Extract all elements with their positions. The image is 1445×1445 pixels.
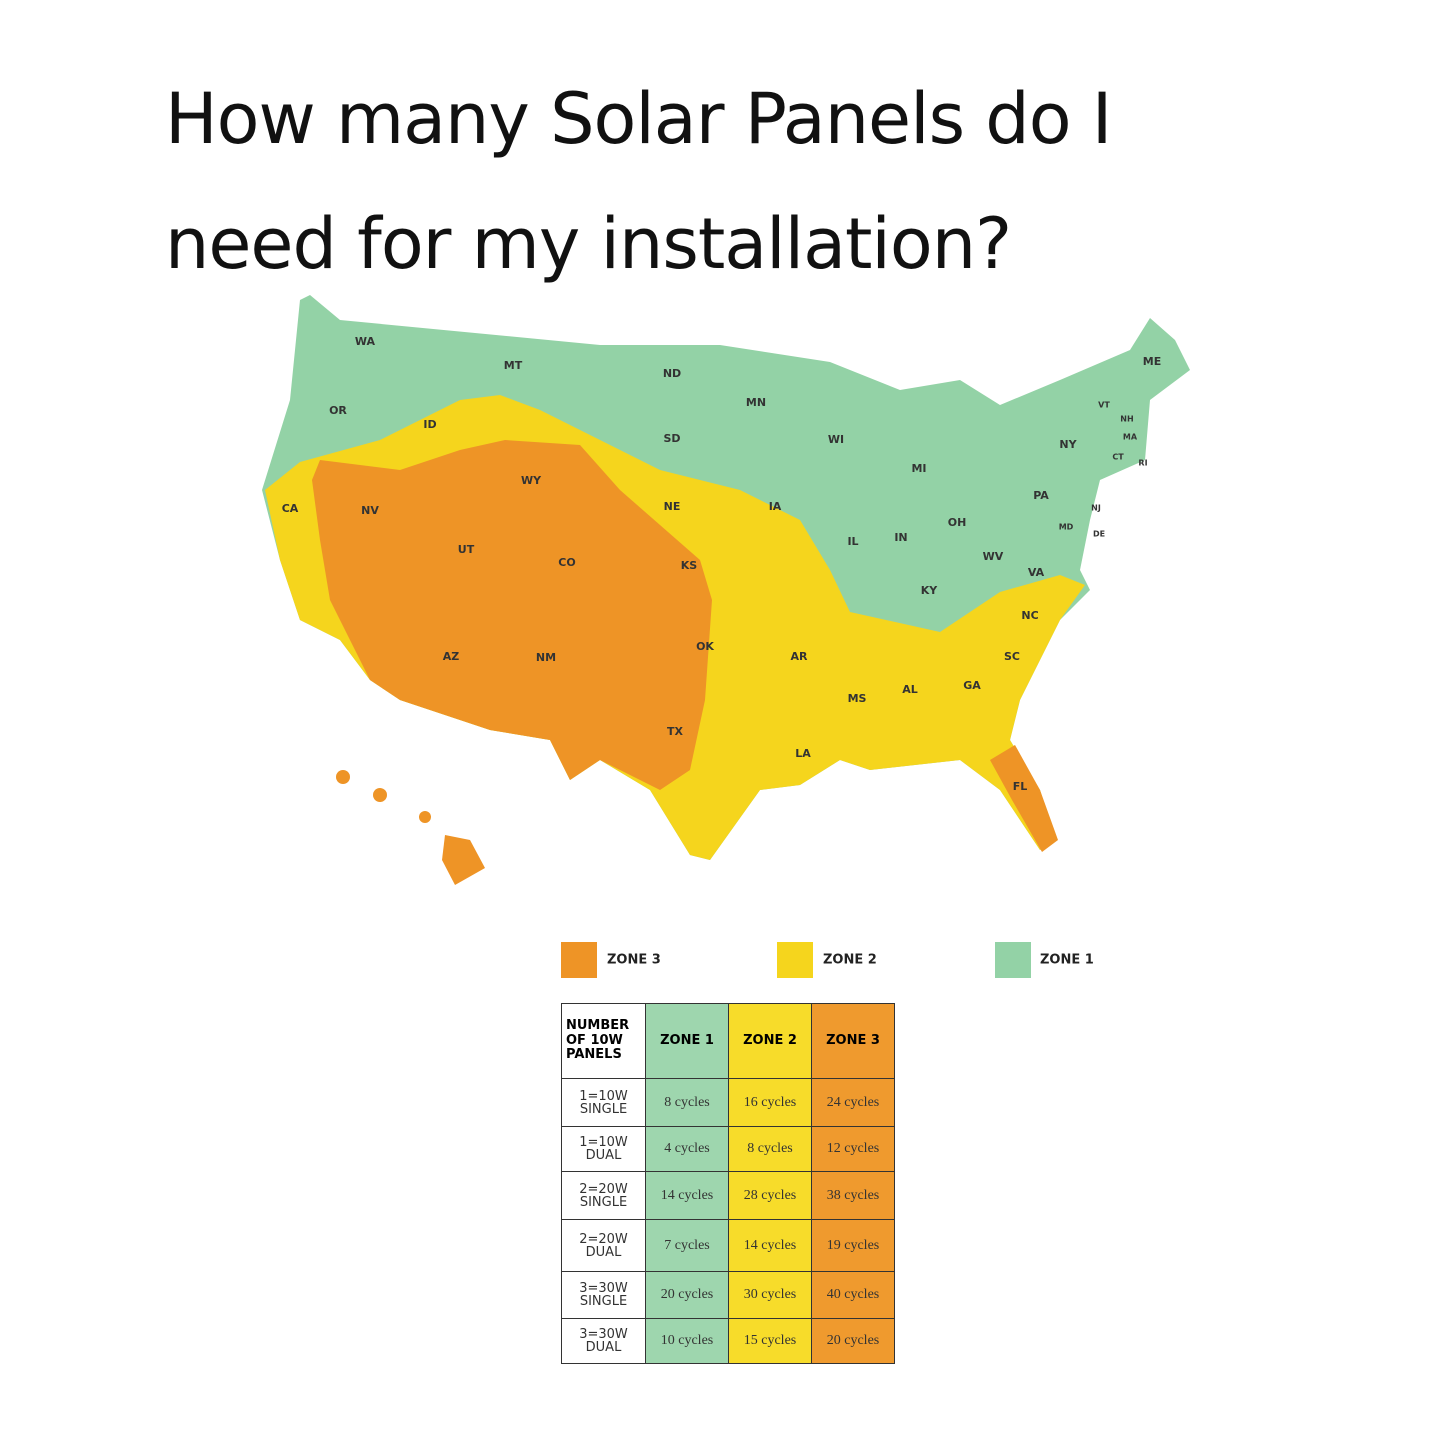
cell: 40 cycles	[811, 1271, 895, 1319]
cell: 16 cycles	[728, 1078, 812, 1127]
state-label: FL	[1013, 780, 1028, 793]
state-label: CT	[1112, 453, 1124, 462]
state-label: NC	[1021, 609, 1038, 622]
cell: 20 cycles	[645, 1271, 729, 1319]
legend-swatch	[777, 942, 813, 978]
cell: 20 cycles	[811, 1318, 895, 1364]
hawaii	[442, 835, 485, 885]
row-label: 3=30W SINGLE	[561, 1271, 646, 1319]
state-label: SC	[1004, 650, 1020, 663]
state-label: VA	[1028, 566, 1045, 579]
cell: 12 cycles	[811, 1126, 895, 1172]
table-row: 2=20W SINGLE 14 cycles 28 cycles 38 cycles	[561, 1171, 895, 1220]
cell: 24 cycles	[811, 1078, 895, 1127]
header-row: NUMBER OF 10W PANELS ZONE 1 ZONE 2 ZONE 3	[561, 1003, 895, 1079]
hawaii	[336, 770, 350, 784]
state-label: MN	[746, 396, 766, 409]
cell: 38 cycles	[811, 1171, 895, 1220]
state-label: ND	[663, 367, 681, 380]
state-label: RI	[1138, 459, 1147, 468]
cell: 14 cycles	[645, 1171, 729, 1220]
cell: 15 cycles	[728, 1318, 812, 1364]
title: need for my installation?	[165, 203, 1012, 285]
hawaii	[419, 811, 431, 823]
state-label: MT	[504, 359, 523, 372]
header-cell: NUMBER OF 10W PANELS	[561, 1003, 646, 1079]
legend-swatch	[561, 942, 597, 978]
header-cell: ZONE 1	[645, 1003, 729, 1079]
state-label: AR	[791, 650, 809, 663]
legend-label: ZONE 2	[823, 953, 877, 968]
state-label: OK	[696, 640, 714, 653]
state-label: MI	[911, 462, 926, 475]
state-label: WY	[521, 474, 542, 487]
state-label: AZ	[443, 650, 460, 663]
state-label: GA	[963, 679, 981, 692]
state-label: KS	[681, 559, 698, 572]
table-row: 1=10W DUAL 4 cycles 8 cycles 12 cycles	[561, 1126, 895, 1172]
state-label: WV	[983, 550, 1004, 563]
legend-label: ZONE 3	[607, 953, 661, 968]
table-row: 3=30W SINGLE 20 cycles 30 cycles 40 cycles	[561, 1271, 895, 1319]
zone-3-area	[312, 440, 712, 790]
panels-table: NUMBER OF 10W PANELS ZONE 1 ZONE 2 ZONE 3 1=…	[561, 1003, 895, 1364]
cell: 8 cycles	[645, 1078, 729, 1127]
state-label: NJ	[1091, 504, 1101, 513]
legend-label: ZONE 1	[1040, 953, 1094, 968]
legend-swatch	[995, 942, 1031, 978]
state-label: VT	[1098, 401, 1110, 410]
state-label: CO	[558, 556, 575, 569]
zone-3-area	[990, 745, 1058, 852]
state-label: WI	[828, 433, 844, 446]
row-label: 2=20W DUAL	[561, 1219, 646, 1272]
state-label: ID	[423, 418, 436, 431]
state-label: WA	[355, 335, 376, 348]
state-label: MD	[1059, 523, 1074, 532]
header-cell: ZONE 3	[811, 1003, 895, 1079]
row-label: 3=30W DUAL	[561, 1318, 646, 1364]
row-label: 1=10W SINGLE	[561, 1078, 646, 1127]
cell: 19 cycles	[811, 1219, 895, 1272]
state-label: AL	[902, 683, 918, 696]
cell: 28 cycles	[728, 1171, 812, 1220]
cell: 7 cycles	[645, 1219, 729, 1272]
state-label: IA	[769, 500, 782, 513]
cell: 10 cycles	[645, 1318, 729, 1364]
cell: 14 cycles	[728, 1219, 812, 1272]
table-row: 3=30W DUAL 10 cycles 15 cycles 20 cycles	[561, 1318, 895, 1364]
state-label: DE	[1093, 530, 1105, 539]
header-cell: ZONE 2	[728, 1003, 812, 1079]
cell: 30 cycles	[728, 1271, 812, 1319]
state-label: IN	[894, 531, 907, 544]
state-label: OH	[948, 516, 967, 529]
row-label: 2=20W SINGLE	[561, 1171, 646, 1220]
state-label: LA	[795, 747, 811, 760]
state-label: NV	[361, 504, 379, 517]
state-label: UT	[458, 543, 475, 556]
row-label: 1=10W DUAL	[561, 1126, 646, 1172]
state-label: NY	[1059, 438, 1077, 451]
state-label: ME	[1143, 355, 1161, 368]
state-label: IL	[847, 535, 858, 548]
cell: 4 cycles	[645, 1126, 729, 1172]
state-label: MS	[848, 692, 867, 705]
state-label: CA	[282, 502, 299, 515]
table-row: 2=20W DUAL 7 cycles 14 cycles 19 cycles	[561, 1219, 895, 1272]
state-label: NE	[664, 500, 681, 513]
state-label: SD	[663, 432, 680, 445]
state-label: TX	[667, 725, 684, 738]
table-row: 1=10W SINGLE 8 cycles 16 cycles 24 cycles	[561, 1078, 895, 1127]
state-label: NM	[536, 651, 556, 664]
hawaii	[373, 788, 387, 802]
state-label: NH	[1120, 415, 1133, 424]
title: How many Solar Panels do I	[165, 78, 1112, 160]
state-label: PA	[1033, 489, 1049, 502]
cell: 8 cycles	[728, 1126, 812, 1172]
state-label: KY	[921, 584, 939, 597]
state-label: MA	[1123, 433, 1138, 442]
state-label: OR	[329, 404, 347, 417]
